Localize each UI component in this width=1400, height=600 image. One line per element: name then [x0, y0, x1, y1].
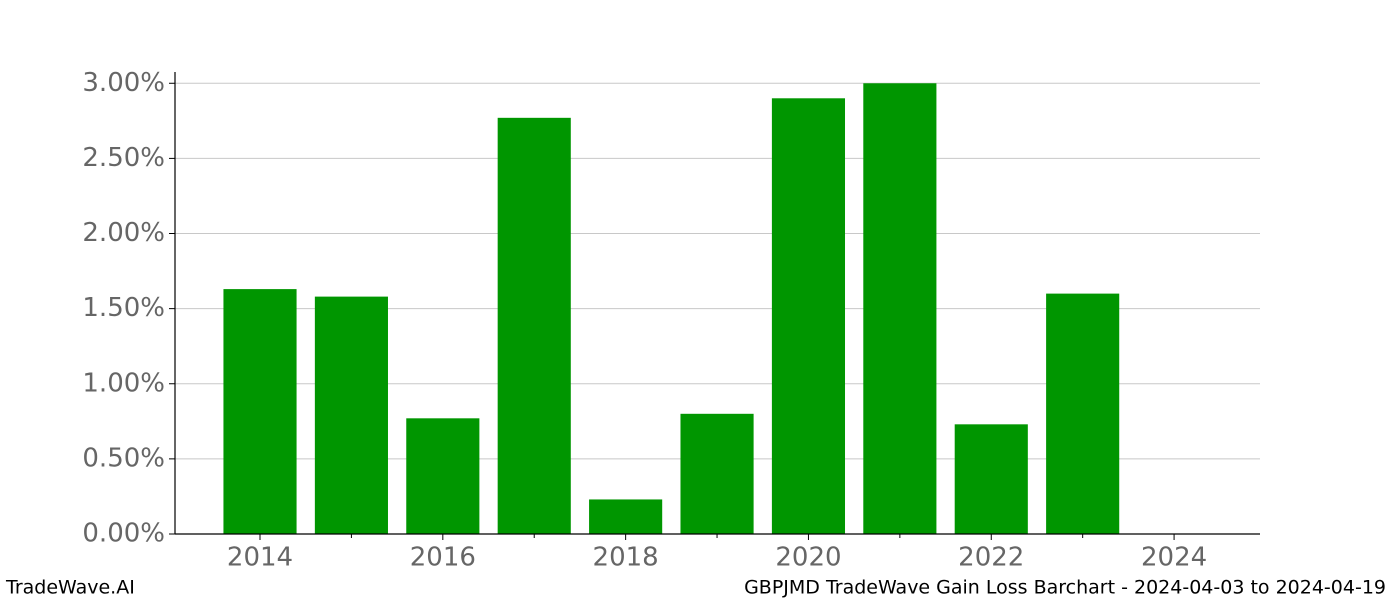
x-tick-label: 2018	[593, 543, 659, 573]
bar	[954, 424, 1028, 534]
footer-left: TradeWave.AI	[5, 577, 135, 599]
bar	[406, 418, 480, 534]
y-tick-label: 3.00%	[82, 68, 165, 98]
x-tick-label: 2022	[958, 543, 1024, 573]
y-tick-label: 1.00%	[82, 368, 165, 398]
x-tick-label: 2014	[227, 543, 293, 573]
y-tick-label: 2.00%	[82, 218, 165, 248]
bar	[314, 296, 388, 534]
y-tick-label: 0.50%	[82, 443, 165, 473]
bar	[589, 499, 663, 534]
x-tick-label: 2024	[1141, 543, 1207, 573]
bar	[680, 413, 754, 534]
bar	[1046, 293, 1120, 534]
bar	[223, 289, 297, 534]
y-tick-label: 0.00%	[82, 519, 165, 549]
bar	[771, 98, 846, 534]
x-tick-label: 2016	[410, 543, 476, 573]
y-tick-label: 1.50%	[82, 293, 165, 323]
x-tick-label: 2020	[775, 543, 841, 573]
bar	[497, 117, 571, 534]
footer-right: GBPJMD TradeWave Gain Loss Barchart - 20…	[744, 577, 1386, 599]
bar	[863, 83, 937, 534]
y-tick-label: 2.50%	[82, 143, 165, 173]
